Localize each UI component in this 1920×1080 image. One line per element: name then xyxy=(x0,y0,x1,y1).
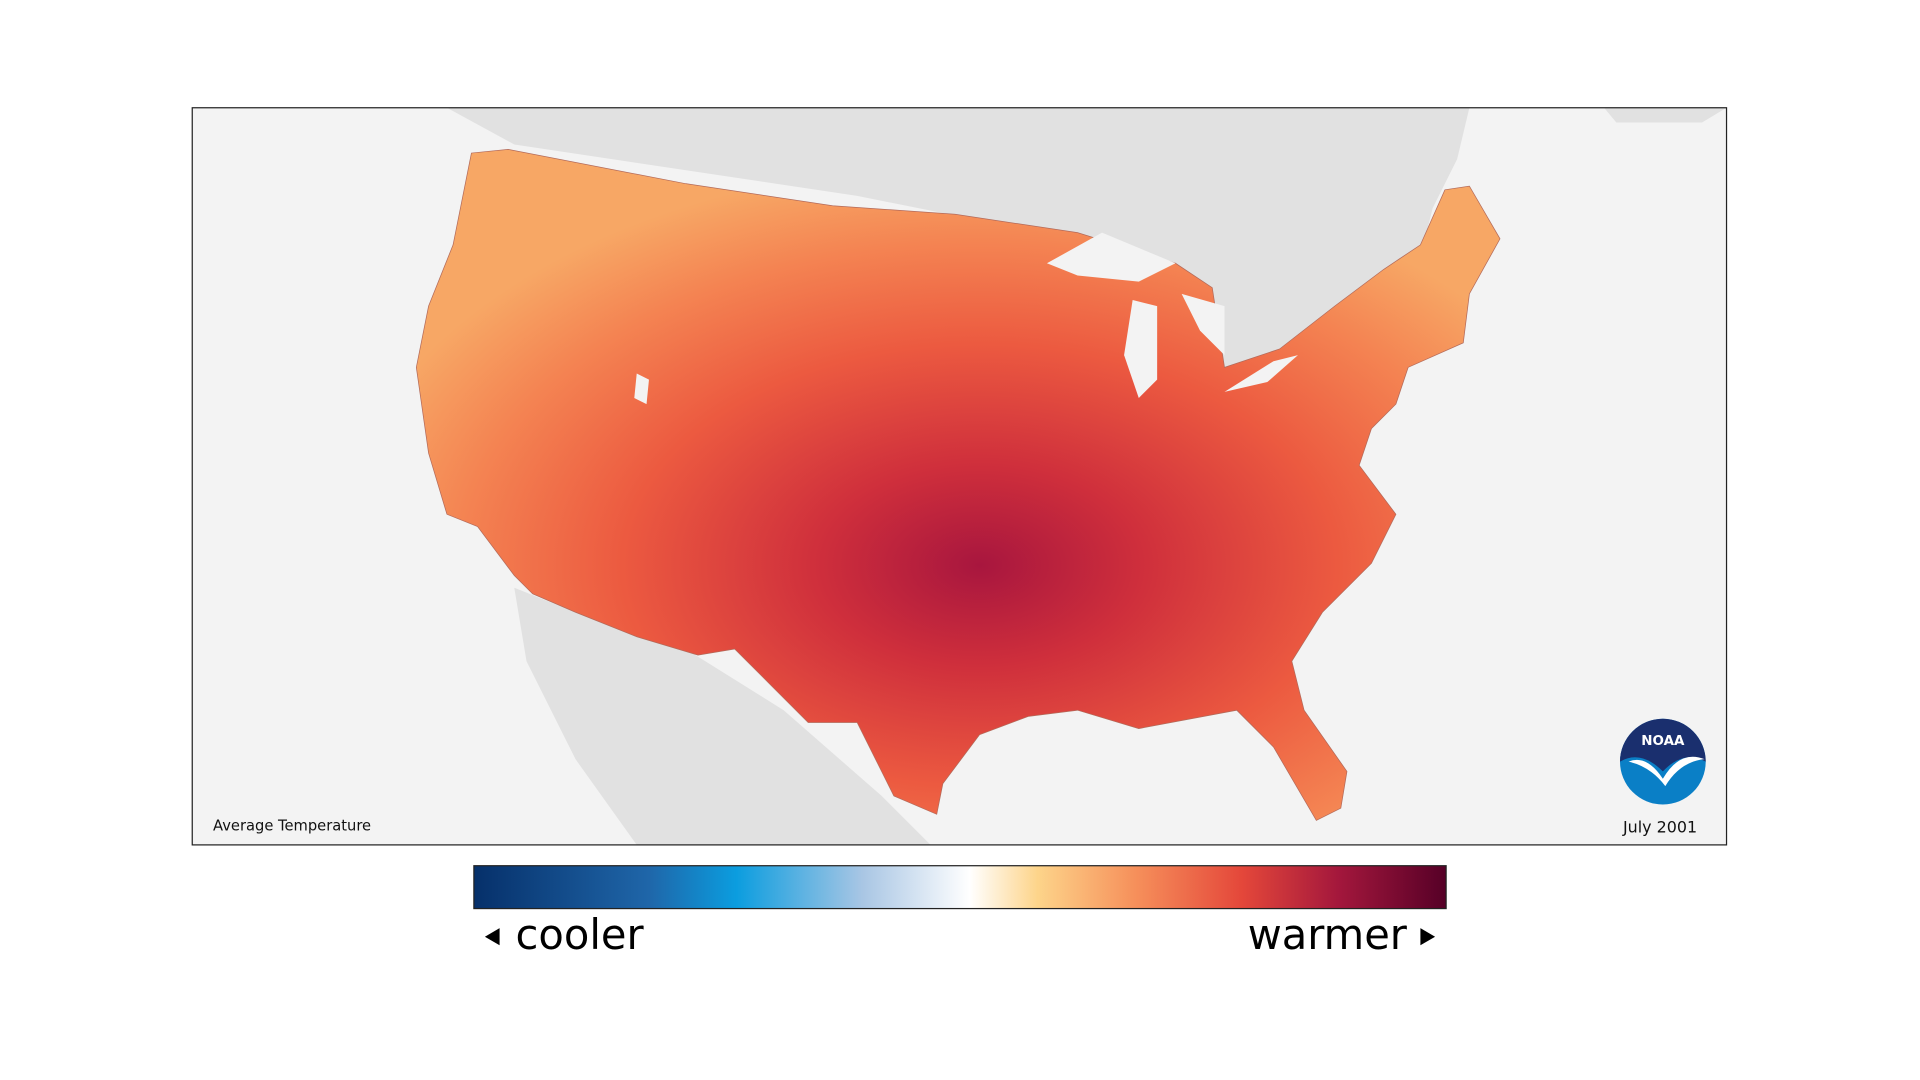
logo-top xyxy=(1620,718,1706,772)
mexico xyxy=(514,587,931,845)
lake-huron xyxy=(1181,293,1225,356)
logo-text: NOAA xyxy=(1641,734,1685,749)
logo-bird xyxy=(1628,756,1705,787)
us-temperature xyxy=(415,149,1501,821)
salt-lake xyxy=(634,373,649,405)
low-label: cooler xyxy=(516,910,645,959)
lake-erie xyxy=(1224,355,1298,392)
noaa-logo: NOAA xyxy=(1620,718,1706,805)
lake-michigan xyxy=(1124,300,1158,398)
warmer-arrow xyxy=(1420,928,1436,946)
cooler-arrow xyxy=(484,928,500,946)
map-frame xyxy=(191,107,1728,846)
high-label: warmer xyxy=(1248,910,1408,959)
map-caption: Average Temperature xyxy=(213,818,371,835)
lake-superior xyxy=(1046,232,1176,282)
map-date: July 2001 xyxy=(1622,817,1697,836)
color-scale xyxy=(473,865,1447,910)
canada-east xyxy=(1604,107,1727,123)
great-lakes xyxy=(634,232,1298,405)
